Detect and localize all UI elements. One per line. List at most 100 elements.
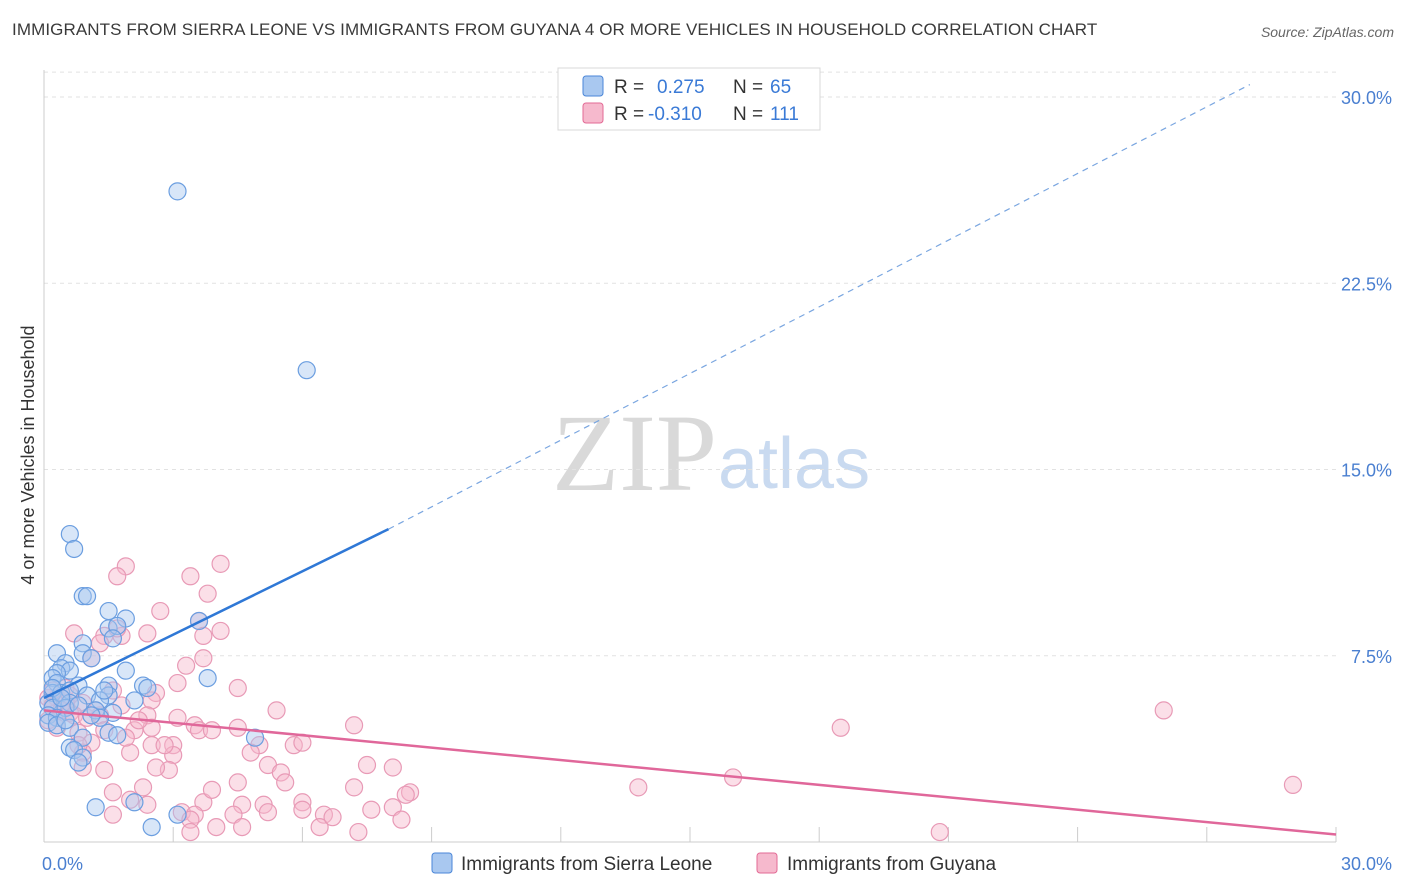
point-guyana-84 [258, 803, 278, 822]
trend-sierra-leone [43, 527, 390, 700]
x-tick-labels: 0.0% 30.0% [42, 854, 1392, 874]
watermark-atlas: atlas [718, 424, 870, 504]
point-sierra-leone-55 [125, 793, 144, 812]
legend-r-value-2: -0.310 [648, 104, 702, 125]
point-sierra-leone-36 [125, 691, 144, 710]
point-guyana-16 [194, 649, 213, 668]
legend-swatch-sierra-leone [582, 75, 604, 97]
point-guyana-49 [142, 736, 161, 755]
point-guyana-78 [396, 785, 415, 804]
point-guyana-95 [930, 822, 949, 842]
point-guyana-79 [383, 798, 402, 817]
point-guyana-90 [310, 817, 329, 837]
point-guyana-89 [233, 817, 252, 837]
point-guyana-108 [202, 780, 222, 799]
point-guyana-62 [383, 758, 402, 777]
point-sierra-leone-56 [86, 798, 105, 817]
point-guyana-88 [207, 817, 226, 837]
point-guyana-85 [293, 800, 312, 819]
point-sierra-leone-54 [69, 753, 88, 772]
point-guyana-69 [629, 778, 648, 797]
point-sierra-leone-48 [108, 726, 127, 745]
point-guyana-92 [392, 810, 411, 829]
legend-n-value-2: 111 [770, 104, 799, 125]
legend-r-label-2: R = [614, 104, 644, 125]
point-guyana-71 [1283, 775, 1303, 794]
y-tick-label-2: 22.5% [1341, 274, 1392, 294]
point-sierra-leone-19 [116, 661, 135, 680]
x-tick-label-0: 0.0% [42, 854, 83, 874]
gridlines [44, 71, 1336, 657]
point-guyana-9 [194, 626, 213, 645]
point-guyana-37 [831, 718, 850, 737]
point-guyana-35 [267, 701, 286, 720]
point-sierra-leone-22 [198, 668, 217, 688]
point-sierra-leone-6 [99, 601, 118, 621]
trend-lines [43, 84, 1337, 836]
point-guyana-61 [357, 755, 377, 775]
point-guyana-77 [293, 793, 312, 812]
point-guyana-8 [138, 624, 157, 643]
point-sierra-leone-2 [60, 524, 79, 544]
point-guyana-110 [323, 808, 342, 827]
point-guyana-103 [202, 721, 222, 740]
y-tick-labels: 7.5% 15.0% 22.5% 30.0% [1341, 88, 1392, 667]
bottom-legend-label-guyana: Immigrants from Guyana [787, 854, 996, 875]
point-sierra-leone-49 [73, 728, 92, 747]
point-sierra-leone-0 [168, 182, 187, 201]
point-sierra-leone-27 [138, 678, 157, 698]
point-guyana-18 [228, 678, 247, 698]
series-guyana-points [39, 554, 1303, 842]
y-tick-label-0: 7.5% [1351, 647, 1392, 667]
point-guyana-109 [276, 773, 295, 792]
point-sierra-leone-15 [82, 649, 101, 668]
point-guyana-0 [211, 554, 230, 573]
trend-guyana [43, 709, 1337, 836]
legend-r-label-1: R = [614, 77, 644, 98]
bottom-legend-swatch-guyana [756, 852, 778, 874]
legend-swatch-guyana [582, 102, 604, 124]
y-axis-label: 4 or more Vehicles in Household [18, 325, 38, 584]
point-guyana-105 [155, 736, 174, 755]
point-guyana-93 [181, 822, 200, 842]
point-sierra-leone-3 [65, 539, 84, 559]
point-guyana-94 [103, 805, 123, 824]
point-guyana-17 [177, 656, 196, 675]
point-guyana-4 [198, 584, 217, 603]
point-guyana-107 [146, 758, 166, 777]
point-guyana-65 [103, 783, 123, 802]
point-guyana-2 [108, 567, 127, 586]
point-sierra-leone-64 [95, 681, 114, 700]
point-guyana-5 [151, 601, 170, 621]
chart-title: IMMIGRANTS FROM SIERRA LEONE VS IMMIGRAN… [12, 20, 1098, 39]
bottom-legend-swatch-sierra-leone [431, 852, 453, 874]
point-guyana-67 [344, 778, 364, 797]
point-guyana-74 [194, 793, 213, 812]
point-guyana-63 [271, 763, 290, 782]
point-sierra-leone-14 [73, 644, 92, 663]
point-guyana-104 [241, 743, 260, 762]
point-sierra-leone-50 [245, 728, 265, 747]
point-sierra-leone-57 [168, 805, 187, 824]
watermark-zip: ZIP [552, 392, 717, 514]
x-tick-label-1: 30.0% [1341, 854, 1392, 874]
point-guyana-19 [168, 673, 187, 693]
bottom-legend-label-sierra-leone: Immigrants from Sierra Leone [461, 854, 712, 875]
point-sierra-leone-4 [73, 587, 92, 606]
point-sierra-leone-58 [142, 817, 161, 837]
point-guyana-36 [344, 716, 364, 735]
point-sierra-leone-5 [77, 587, 97, 606]
legend: R = 0.275 N = 65 R = -0.310 N = 111 [557, 67, 821, 131]
legend-n-label-1: N = [733, 77, 763, 98]
y-tick-label-3: 30.0% [1341, 88, 1392, 108]
point-guyana-54 [121, 743, 140, 762]
legend-r-value-1: 0.275 [657, 77, 705, 98]
point-guyana-66 [133, 778, 153, 797]
point-guyana-83 [224, 805, 243, 824]
source-label: Source: ZipAtlas.com [1260, 24, 1394, 40]
legend-n-value-1: 65 [770, 77, 791, 98]
point-guyana-3 [181, 567, 200, 586]
trend-sierra-leone-projection [388, 84, 1251, 530]
point-guyana-58 [95, 760, 114, 780]
